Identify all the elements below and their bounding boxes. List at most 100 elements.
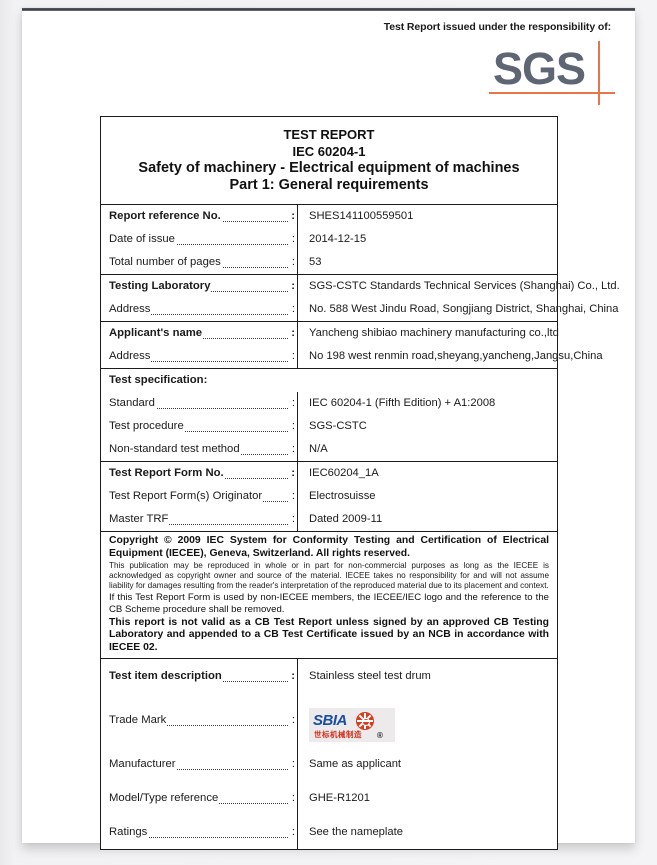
table-row: Manufacturer : Same as applicant <box>101 747 557 782</box>
dot-leader <box>109 769 288 771</box>
table-row: Address : No. 588 West Jindu Road, Songj… <box>101 298 619 321</box>
title-line-4: Part 1: General requirements <box>229 176 429 193</box>
table-row: Test item description : Stainless steel … <box>101 659 557 694</box>
row-colon: : <box>289 659 295 694</box>
sgs-logo-vertical-rule <box>598 41 600 105</box>
report-table: TEST REPORT IEC 60204-1 Safety of machin… <box>100 116 620 851</box>
row-label: Master TRF : <box>101 508 297 531</box>
copyright-heading: Copyright © 2009 IEC System for Conformi… <box>109 535 549 559</box>
dot-leader <box>109 314 288 315</box>
table-row: Model/Type reference : GHE-R1201 <box>101 781 557 816</box>
copyright-non-iecee-note: If this Test Report Form is used by non-… <box>109 592 549 616</box>
row-value: SHES141100559501 <box>297 205 557 228</box>
table-row: Applicant's name : Yancheng shibiao mach… <box>101 322 559 345</box>
row-colon: : <box>289 392 295 415</box>
row-value: IEC 60204-1 (Fifth Edition) + A1:2008 <box>297 392 557 415</box>
row-label: Test specification: <box>109 374 209 386</box>
row-value: 2014-12-15 <box>297 228 557 251</box>
sgs-logo-horizontal-rule <box>489 92 615 94</box>
copyright-section: Copyright © 2009 IEC System for Conformi… <box>101 532 557 660</box>
test-item-section: Test item description : Stainless steel … <box>101 659 557 850</box>
row-value: 53 <box>297 251 557 274</box>
row-colon: : <box>289 815 295 850</box>
row-colon: : <box>289 485 295 508</box>
row-colon: : <box>289 298 295 321</box>
page-top-rule <box>22 8 635 11</box>
row-value: No. 588 West Jindu Road, Songjiang Distr… <box>297 298 619 321</box>
row-label: Report reference No. : <box>101 205 297 228</box>
row-value: SGS-CSTC Standards Technical Services (S… <box>297 275 620 298</box>
dot-leader <box>109 524 288 525</box>
row-colon: : <box>289 438 295 461</box>
table-row: Testing Laboratory : SGS-CSTC Standards … <box>101 275 620 298</box>
row-colon: : <box>289 462 295 485</box>
sgs-logo: SGS <box>486 41 618 107</box>
row-label: Trade Mark : <box>101 693 297 748</box>
row-value: Yancheng shibiao machinery manufacturing… <box>297 322 559 345</box>
row-colon: : <box>289 747 295 782</box>
dot-leader <box>109 361 288 362</box>
dot-leader <box>109 837 288 839</box>
row-colon: : <box>289 781 295 816</box>
row-value: Dated 2009-11 <box>297 508 557 531</box>
title-line-3: Safety of machinery - Electrical equipme… <box>138 160 520 176</box>
row-label: Non-standard test method : <box>101 438 297 461</box>
row-label: Model/Type reference : <box>101 781 297 816</box>
sgs-logo-text: SGS <box>493 43 586 94</box>
row-label: Ratings : <box>101 815 297 850</box>
row-label: Manufacturer : <box>101 747 297 782</box>
document-header: Test Report issued under the responsibil… <box>22 14 635 112</box>
registered-trademark-icon: ® <box>377 730 383 740</box>
title-line-2: IEC 60204-1 <box>292 143 366 159</box>
trade-mark-logo-subtext: 世标机械制造 <box>314 729 362 739</box>
row-label: Test Report Form(s) Originator : <box>101 485 297 508</box>
row-label: Address : <box>101 298 297 321</box>
table-row: Test procedure : SGS-CSTC <box>101 415 557 438</box>
dot-leader <box>109 725 288 727</box>
row-colon: : <box>289 322 295 345</box>
table-row: Address : No 198 west renmin road,sheyan… <box>101 345 603 368</box>
row-label: Address : <box>101 345 297 368</box>
row-colon: : <box>289 251 295 274</box>
trade-mark-logo: SBIA ® 世标机械制造 <box>309 707 395 742</box>
table-row: Standard : IEC 60204-1 (Fifth Edition) +… <box>101 392 557 415</box>
row-label: Applicant's name : <box>101 322 297 345</box>
table-row: Master TRF : Dated 2009-11 <box>101 508 557 531</box>
test-specification-heading-row: Test specification: <box>101 369 557 392</box>
row-value: Electrosuisse <box>297 485 557 508</box>
report-info-section: Report reference No. : SHES141100559501 … <box>101 205 557 275</box>
copyright-validity-statement: This report is not valid as a CB Test Re… <box>109 616 549 653</box>
table-row: Test Report Form No. : IEC60204_1A <box>101 462 557 485</box>
applicant-section: Applicant's name : Yancheng shibiao mach… <box>101 322 603 369</box>
row-value: See the nameplate <box>297 815 557 850</box>
row-value: No 198 west renmin road,sheyang,yancheng… <box>297 345 603 368</box>
trade-mark-row: Trade Mark : SBIA ® 世标机械制造 <box>101 693 557 748</box>
table-row: Report reference No. : SHES141100559501 <box>101 205 557 228</box>
row-label: Total number of pages : <box>101 251 297 274</box>
row-label: Test item description : <box>101 659 297 694</box>
row-colon: : <box>289 693 295 748</box>
copyright-fine-print: This publication may be reproduced in wh… <box>109 561 549 591</box>
table-row: Total number of pages : 53 <box>101 251 557 274</box>
dot-leader <box>109 244 288 245</box>
title-line-1: TEST REPORT <box>283 127 375 142</box>
dot-leader <box>109 408 288 409</box>
row-value: IEC60204_1A <box>297 462 557 485</box>
test-specification-section: Test specification: Standard : IEC 60204… <box>101 369 557 462</box>
testing-laboratory-section: Testing Laboratory : SGS-CSTC Standards … <box>101 275 620 322</box>
row-colon: : <box>289 415 295 438</box>
row-value: SGS-CSTC <box>297 415 557 438</box>
row-label: Date of issue : <box>101 228 297 251</box>
row-value: Stainless steel test drum <box>297 659 557 694</box>
form-info-section: Test Report Form No. : IEC60204_1A Test … <box>101 462 557 532</box>
table-row: Ratings : See the nameplate <box>101 815 557 850</box>
table-row: Date of issue : 2014-12-15 <box>101 228 557 251</box>
row-value: Same as applicant <box>297 747 557 782</box>
wheel-icon <box>356 711 374 730</box>
row-value: GHE-R1201 <box>297 781 557 816</box>
dot-leader <box>109 431 288 432</box>
table-row: Non-standard test method : N/A <box>101 438 557 461</box>
header-caption: Test Report issued under the responsibil… <box>383 21 611 33</box>
row-value: N/A <box>297 438 557 461</box>
row-label: Standard : <box>101 392 297 415</box>
